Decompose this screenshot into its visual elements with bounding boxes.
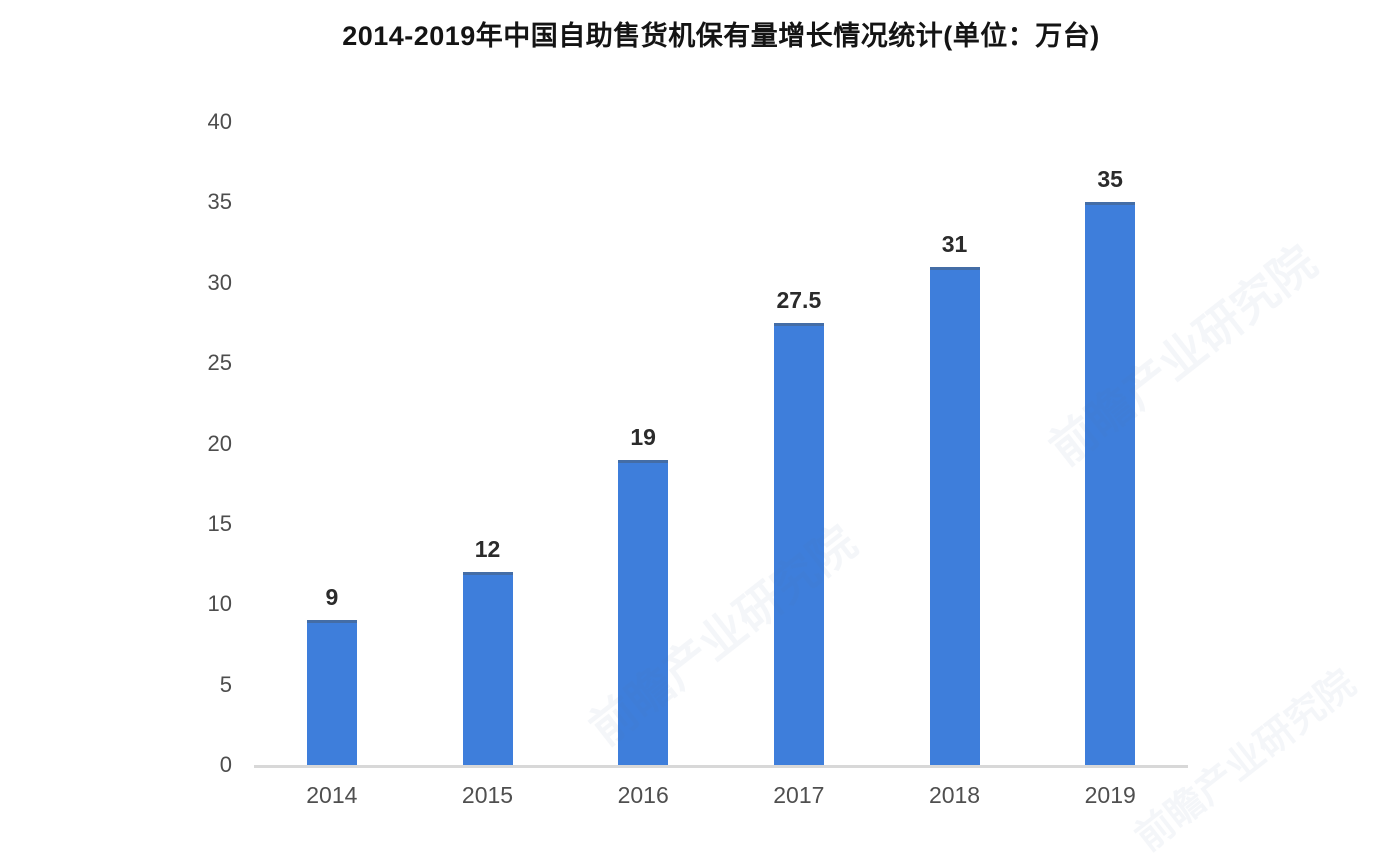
bar-slot: 27.5 [721,122,877,765]
x-tick-label: 2019 [1084,782,1136,808]
bar-slot: 35 [1032,122,1188,765]
y-tick-label: 35 [207,189,232,215]
bar-2014 [306,620,357,765]
y-tick-label: 20 [207,430,232,456]
bar-slot: 31 [877,122,1033,765]
bar-value-label: 27.5 [776,286,822,313]
chart-title: 2014-2019年中国自助售货机保有量增长情况统计(单位：万台) [342,21,1100,51]
y-tick-label: 10 [207,591,232,617]
bar-slot: 12 [410,122,566,765]
bar-2017 [773,322,824,765]
bar-slot: 9 [254,122,410,765]
bar-value-label: 9 [325,584,339,611]
bar-value-label: 19 [630,423,656,450]
y-axis: 0 5 10 15 20 25 30 35 40 [178,109,232,777]
x-tick-label: 2016 [617,782,669,808]
y-tick-label: 15 [207,510,232,536]
bar-value-label: 35 [1097,166,1123,193]
bar-slot: 19 [565,122,721,765]
y-tick-label: 25 [207,350,232,376]
y-tick-label: 30 [207,269,232,295]
plot-area: 9 12 19 27.5 31 35 [254,122,1188,768]
bar-2019 [1085,202,1136,765]
bar-2018 [929,266,980,765]
bar-2015 [462,572,513,765]
y-tick-label: 5 [219,671,232,697]
x-tick-label: 2014 [306,782,358,808]
bar-value-label: 12 [474,536,501,563]
y-tick-label: 0 [219,752,232,777]
x-tick-label: 2018 [928,782,981,808]
x-tick-label: 2015 [461,782,514,808]
x-tick-label: 2017 [773,782,825,808]
bar-value-label: 31 [941,230,968,257]
bar-2016 [618,459,669,765]
x-axis: 2014 2015 2016 2017 2018 2019 [254,782,1188,809]
y-tick-label: 40 [207,109,232,134]
